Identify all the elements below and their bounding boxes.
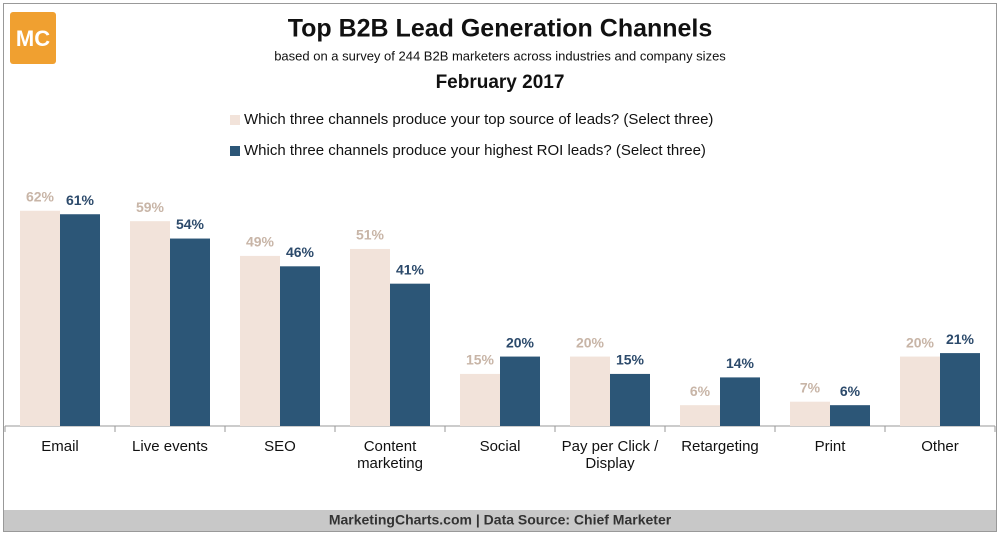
bar (720, 377, 760, 426)
bar (500, 356, 540, 426)
value-label: 21% (946, 331, 975, 347)
bar (350, 248, 390, 426)
source: MarketingCharts.com | Data Source: Chief… (329, 512, 672, 528)
bar (20, 210, 60, 426)
value-label: 6% (840, 383, 861, 399)
value-label: 61% (66, 192, 95, 208)
chart-subtitle: based on a survey of 244 B2B marketers a… (274, 48, 726, 63)
bar (610, 373, 650, 426)
bar (170, 238, 210, 426)
value-label: 15% (616, 352, 645, 368)
value-label: 7% (800, 379, 821, 395)
bar (280, 266, 320, 426)
legend-label: Which three channels produce your top so… (244, 111, 713, 128)
value-label: 6% (690, 383, 711, 399)
value-label: 14% (726, 355, 755, 371)
logo-badge (10, 12, 56, 64)
value-label: 54% (176, 216, 205, 232)
bar (940, 353, 980, 426)
x-tick-label: Content marketing (357, 438, 423, 472)
value-label: 51% (356, 227, 385, 243)
value-label: 20% (906, 334, 935, 350)
x-tick-label: Print (814, 438, 846, 455)
x-tick-label: Pay per Click / Display (561, 438, 659, 472)
chart-date: February 2017 (436, 72, 565, 93)
x-tick-label: Social (479, 438, 521, 455)
value-label: 59% (136, 199, 165, 215)
value-label: 49% (246, 234, 275, 250)
x-tick-label: Email (41, 438, 79, 455)
footer-bar (4, 510, 996, 531)
bar (570, 356, 610, 426)
logo-text: MC (16, 26, 50, 51)
value-label: 62% (26, 188, 55, 204)
x-tick-label: Retargeting (681, 438, 759, 455)
value-label: 20% (576, 334, 605, 350)
x-tick-label: Live events (132, 438, 208, 455)
bar (130, 221, 170, 426)
bar (60, 214, 100, 426)
chart-title: Top B2B Lead Generation Channels (288, 15, 713, 43)
bar (240, 255, 280, 426)
legend-swatch (230, 115, 240, 125)
bar (680, 405, 720, 426)
legend-label: Which three channels produce your highes… (244, 142, 706, 159)
value-label: 20% (506, 334, 535, 350)
bar (460, 373, 500, 426)
value-label: 46% (286, 244, 315, 260)
legend-swatch (230, 146, 240, 156)
x-tick-label: SEO (264, 438, 296, 455)
x-tick-label: Other (921, 438, 959, 455)
bar (390, 283, 430, 426)
value-label: 15% (466, 352, 495, 368)
bar (790, 401, 830, 426)
value-label: 41% (396, 261, 425, 277)
bar (900, 356, 940, 426)
bar (830, 405, 870, 426)
